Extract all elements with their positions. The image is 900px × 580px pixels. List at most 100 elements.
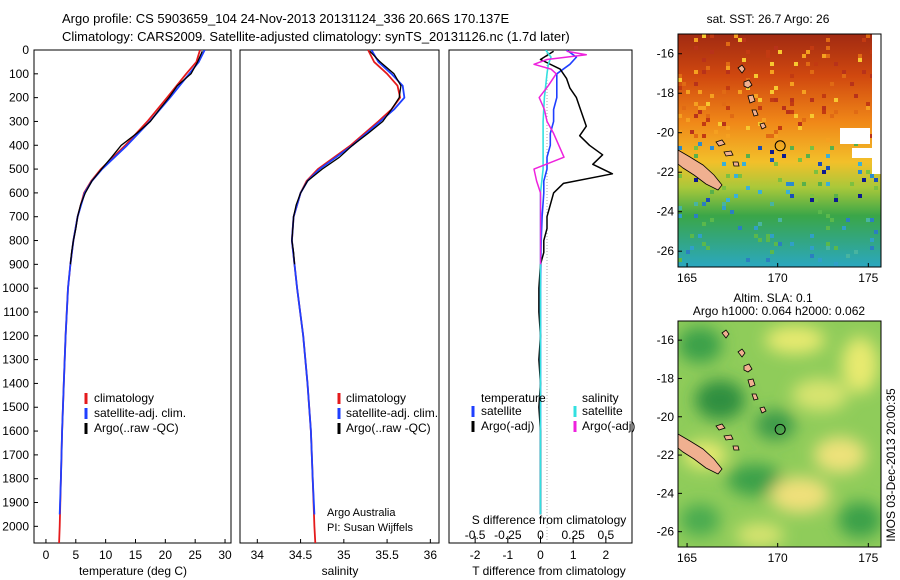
sst-pixel	[774, 130, 778, 134]
temperature-axis-label: temperature (deg C)	[79, 564, 187, 578]
sst-pixel	[862, 178, 866, 182]
sst-pixel	[858, 194, 862, 198]
sst-pixel	[722, 102, 726, 106]
sst-pixel	[830, 218, 834, 222]
loyalty-island	[723, 150, 734, 157]
vanuatu-island	[751, 393, 759, 401]
x-tick-label: 34.5	[289, 548, 313, 562]
sst-pixel	[686, 90, 690, 94]
map-y-tick-label: -20	[657, 410, 675, 424]
legend-title-temperature: temperature	[481, 391, 546, 405]
sst-pixel	[842, 226, 846, 230]
sst-pixel	[730, 114, 734, 118]
sst-pixel	[738, 226, 742, 230]
sst-pixel	[706, 198, 710, 202]
y-tick-label: 1500	[2, 400, 29, 414]
sst-pixel	[698, 142, 702, 146]
sst-pixel	[790, 146, 794, 150]
s-difference-axis-label: S difference from climatology	[472, 513, 627, 527]
sla-high	[792, 379, 848, 411]
sst-pixel	[826, 214, 830, 218]
legend-label-satellite: satellite-adj. clim.	[346, 406, 438, 420]
map-x-tick-label: 170	[768, 551, 788, 565]
sst-pixel	[706, 246, 710, 250]
sst-pixel	[694, 46, 698, 50]
sst-map-frame	[677, 33, 882, 268]
sst-pixel	[702, 122, 706, 126]
sst-pixel	[802, 118, 806, 122]
sst-pixel	[710, 94, 714, 98]
sst-pixel	[810, 254, 814, 258]
sst-pixel	[774, 242, 778, 246]
sst-pixel	[798, 126, 802, 130]
sst-pixel	[754, 94, 758, 98]
map-y-tick-label: -16	[657, 333, 675, 347]
x-tick-label: 0	[43, 548, 50, 562]
sst-pixel	[790, 98, 794, 102]
sst-pixel	[818, 258, 822, 262]
sst-pixel	[738, 90, 742, 94]
sst-pixel	[678, 206, 682, 210]
map-x-tick-label: 175	[858, 551, 878, 565]
sst-pixel	[818, 162, 822, 166]
sst-pixel	[874, 186, 878, 190]
sst-pixel	[694, 102, 698, 106]
loyalty-island	[732, 445, 740, 451]
sst-pixel	[694, 134, 698, 138]
sst-pixel	[850, 182, 854, 186]
sst-pixel	[818, 210, 822, 214]
sst-pixel	[770, 98, 774, 102]
sst-pixel	[870, 218, 874, 222]
sst-pixel	[810, 46, 814, 50]
series-line-salinity-satellite	[539, 50, 552, 515]
sst-pixel	[814, 170, 818, 174]
map-y-tick-label: -18	[657, 371, 675, 385]
sst-pixel	[778, 50, 782, 54]
sst-pixel	[794, 62, 798, 66]
y-tick-label: 100	[9, 67, 29, 81]
sla-map-subtitle: Argo h1000: 0.064 h2000: 0.062	[693, 304, 865, 318]
sla-low	[680, 504, 720, 536]
sst-pixel	[710, 146, 714, 150]
sst-pixel	[810, 114, 814, 118]
x-tick-label: 35.5	[375, 548, 399, 562]
sst-map: sat. SST: 26.7 Argo: 26 165 170 175 -16 -18 -…	[657, 12, 882, 285]
sst-pixel	[858, 170, 862, 174]
sst-pixel	[726, 126, 730, 130]
sst-pixel	[734, 174, 738, 178]
series-line-argo-raw-qc	[69, 50, 203, 265]
sst-map-ticks: 165 170 175 -16 -18 -20 -22 -24 -26	[657, 47, 879, 285]
sst-pixel	[702, 202, 706, 206]
missing-data-patch	[840, 128, 870, 144]
loyalty-island	[732, 161, 740, 167]
sst-pixel	[814, 198, 818, 202]
sst-pixel	[774, 46, 778, 50]
sst-pixel	[758, 146, 762, 150]
sst-pixel	[730, 210, 734, 214]
sst-pixel	[778, 178, 782, 182]
x-tick-label: -2	[470, 548, 481, 562]
x-tick-label: 10	[99, 548, 113, 562]
y-tick-label: 400	[9, 138, 29, 152]
x-tick-label: 15	[129, 548, 143, 562]
y-tick-label: 1000	[2, 281, 29, 295]
sst-pixel	[810, 246, 814, 250]
temperature-series	[58, 50, 206, 543]
sst-pixel	[694, 38, 698, 42]
sst-pixel	[690, 130, 694, 134]
sst-pixel	[746, 258, 750, 262]
sst-pixel	[834, 98, 838, 102]
y-tick-label: 500	[9, 162, 29, 176]
depth-axis-ticks: 0 100 200 300 400 500 600 700 800 900 1000 1100 1200…	[2, 43, 38, 533]
sst-pixel	[774, 86, 778, 90]
x-tick-label: 0	[537, 528, 544, 542]
map-y-tick-label: -22	[657, 448, 675, 462]
sst-pixel	[770, 234, 774, 238]
legend-label-satellite: satellite-adj. clim.	[94, 406, 186, 420]
sst-pixel	[762, 118, 766, 122]
map-x-tick-label: 170	[768, 271, 788, 285]
sla-map-ticks: 165 170 175 -16 -18 -20 -22 -24 -26	[657, 333, 879, 565]
sst-pixel	[702, 58, 706, 62]
sst-pixel	[682, 82, 686, 86]
sst-pixel	[782, 154, 786, 158]
